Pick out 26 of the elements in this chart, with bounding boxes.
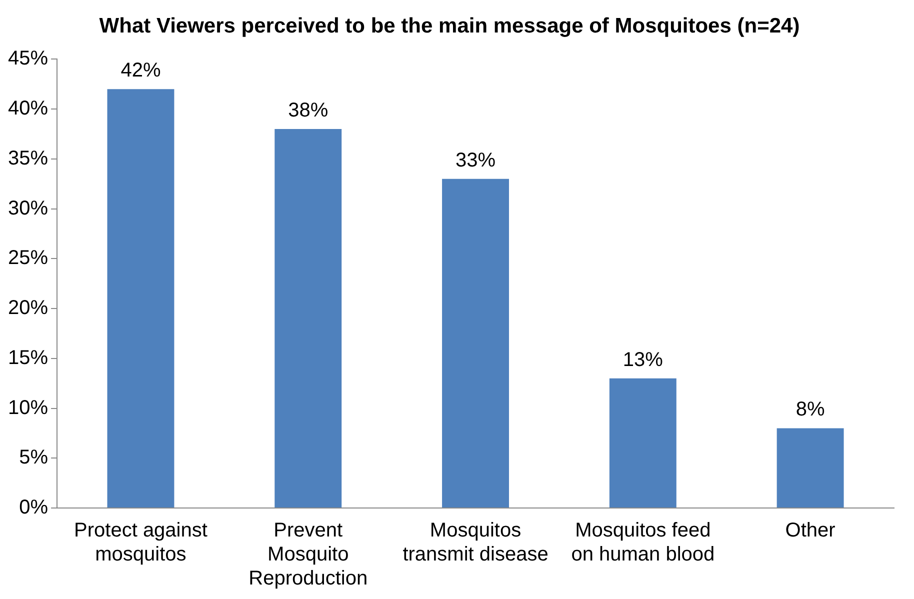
data-label: 8% [796,398,825,421]
y-tick-label: 30% [8,197,48,220]
x-tick-label: Other [785,520,836,542]
y-tick-label: 45% [8,48,48,70]
bar [442,178,509,508]
x-tick-label: Mosquitos feed on human blood [571,520,715,566]
x-tick-label: Mosquitos transmit disease [402,520,548,566]
y-tick-label: 10% [8,396,48,419]
data-label: 33% [456,149,496,172]
bar [776,428,844,508]
y-tick-label: 20% [8,297,48,320]
y-tick-label: 15% [8,346,48,369]
bar [274,129,342,508]
x-tick-label: Protect against mosquitos [74,520,208,566]
y-tick-label: 0% [19,496,48,519]
chart-title: What Viewers perceived to be the main message of Mosquitoes (n=24) [99,14,800,38]
y-tick-label: 35% [8,147,48,170]
bar [107,89,174,508]
bar [609,378,676,508]
y-tick-label: 25% [8,247,48,270]
data-label: 13% [622,348,664,371]
y-tick-label: 40% [8,98,48,120]
data-label: 42% [120,60,161,82]
y-tick-label: 5% [19,446,48,469]
x-tick-label: Prevent Mosquito Reproduction [248,520,368,590]
data-label: 38% [288,100,328,122]
